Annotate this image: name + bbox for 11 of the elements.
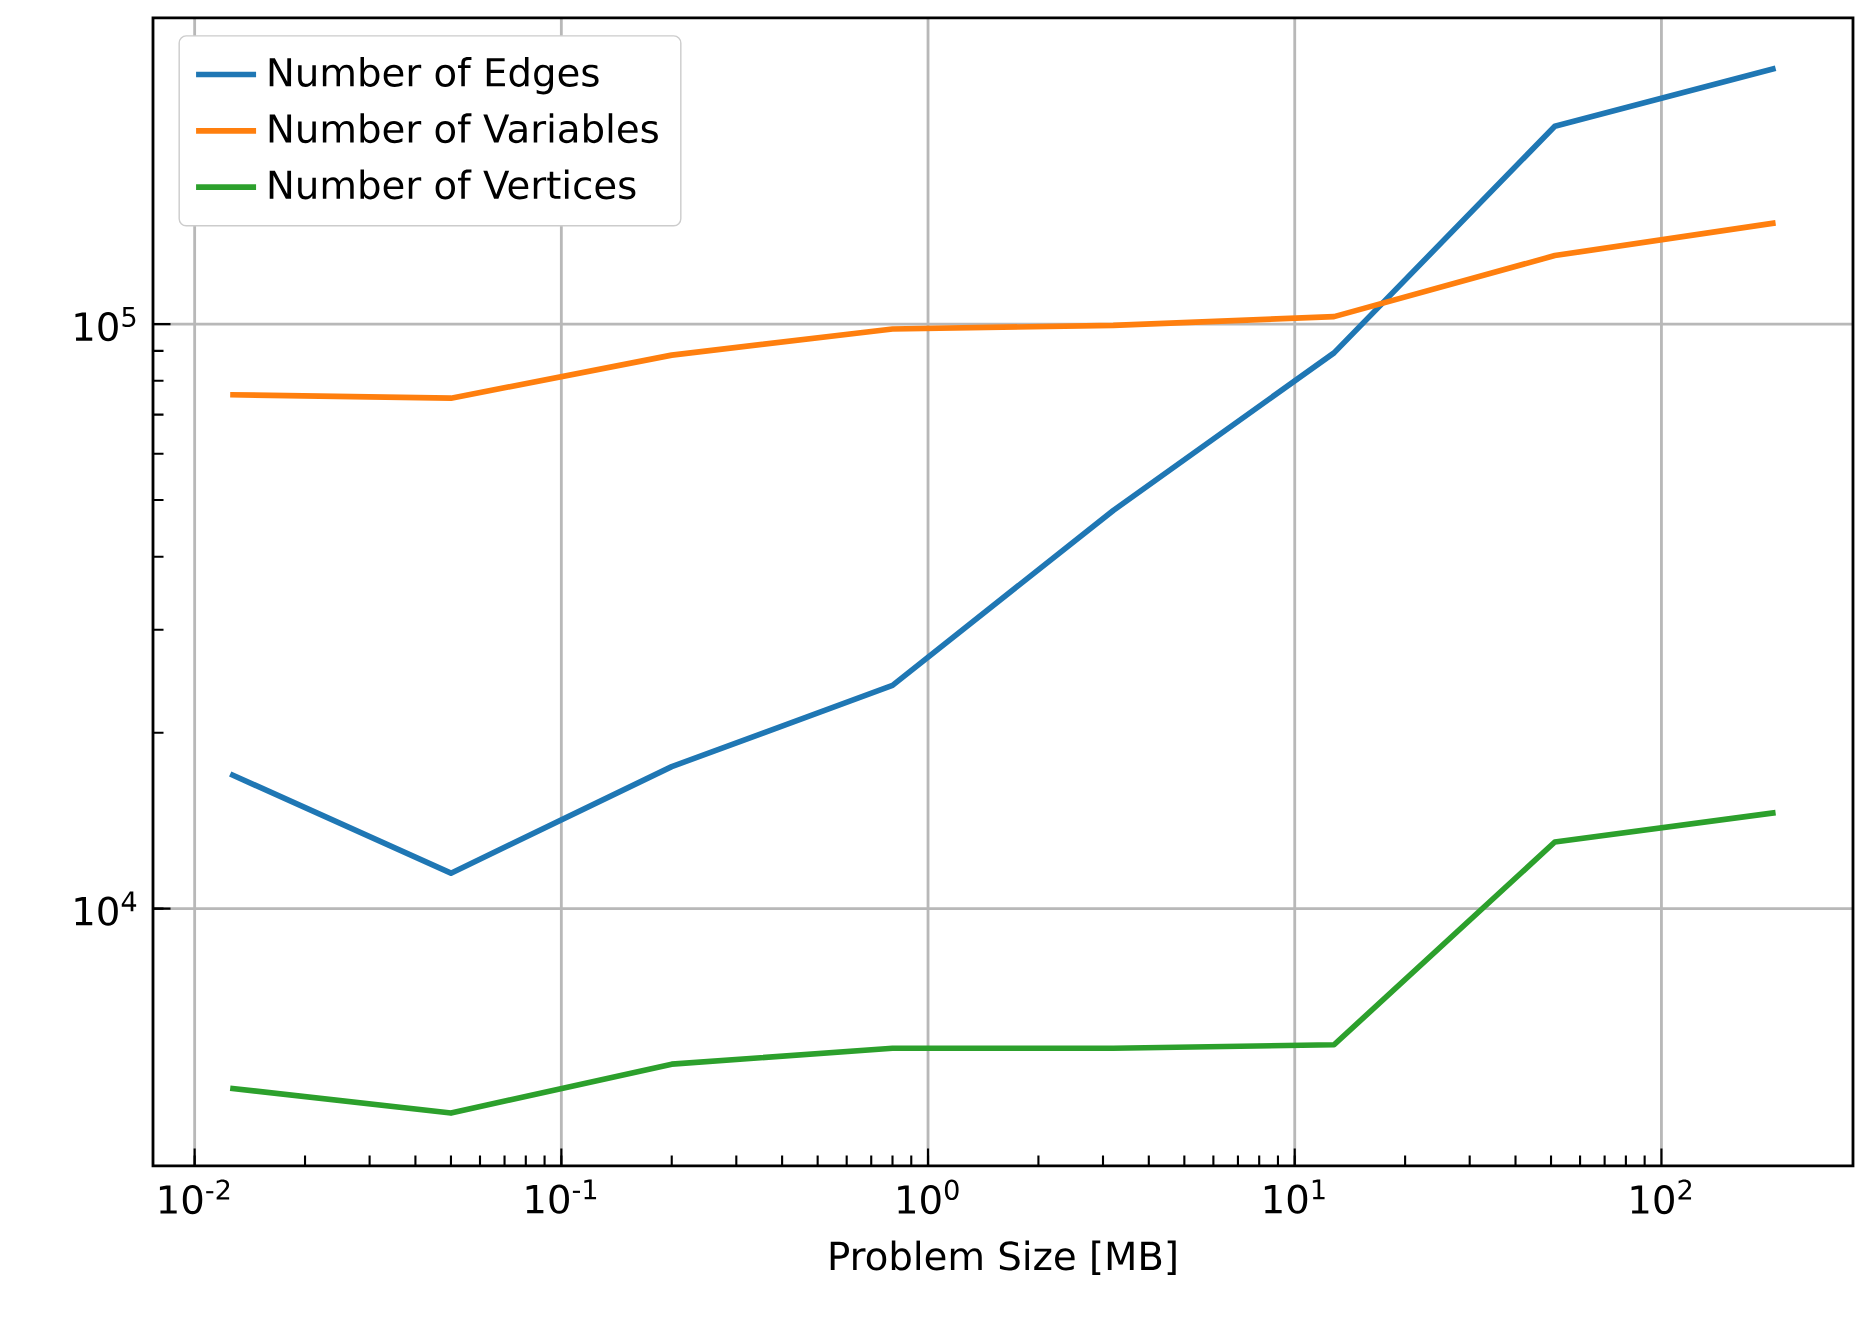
x-axis-title: Problem Size [MB]: [830, 1240, 1176, 1276]
y-tick-label: 10$^{4}$: [75, 891, 137, 926]
legend-label: Number of Variables: [269, 113, 658, 144]
legend-label: Number of Edges: [269, 56, 599, 95]
x-tick-label: 10$^{-2}$: [159, 1179, 230, 1215]
x-tick-label: 10$^{0}$: [898, 1179, 959, 1215]
x-tick-label: 10$^{2}$: [1631, 1179, 1692, 1215]
y-tick-label: 10$^{5}$: [75, 307, 136, 342]
legend-label: Number of Vertices: [269, 169, 636, 200]
x-tick-label: 10$^{1}$: [1264, 1179, 1325, 1214]
x-tick-label: 10$^{-1}$: [526, 1179, 597, 1214]
